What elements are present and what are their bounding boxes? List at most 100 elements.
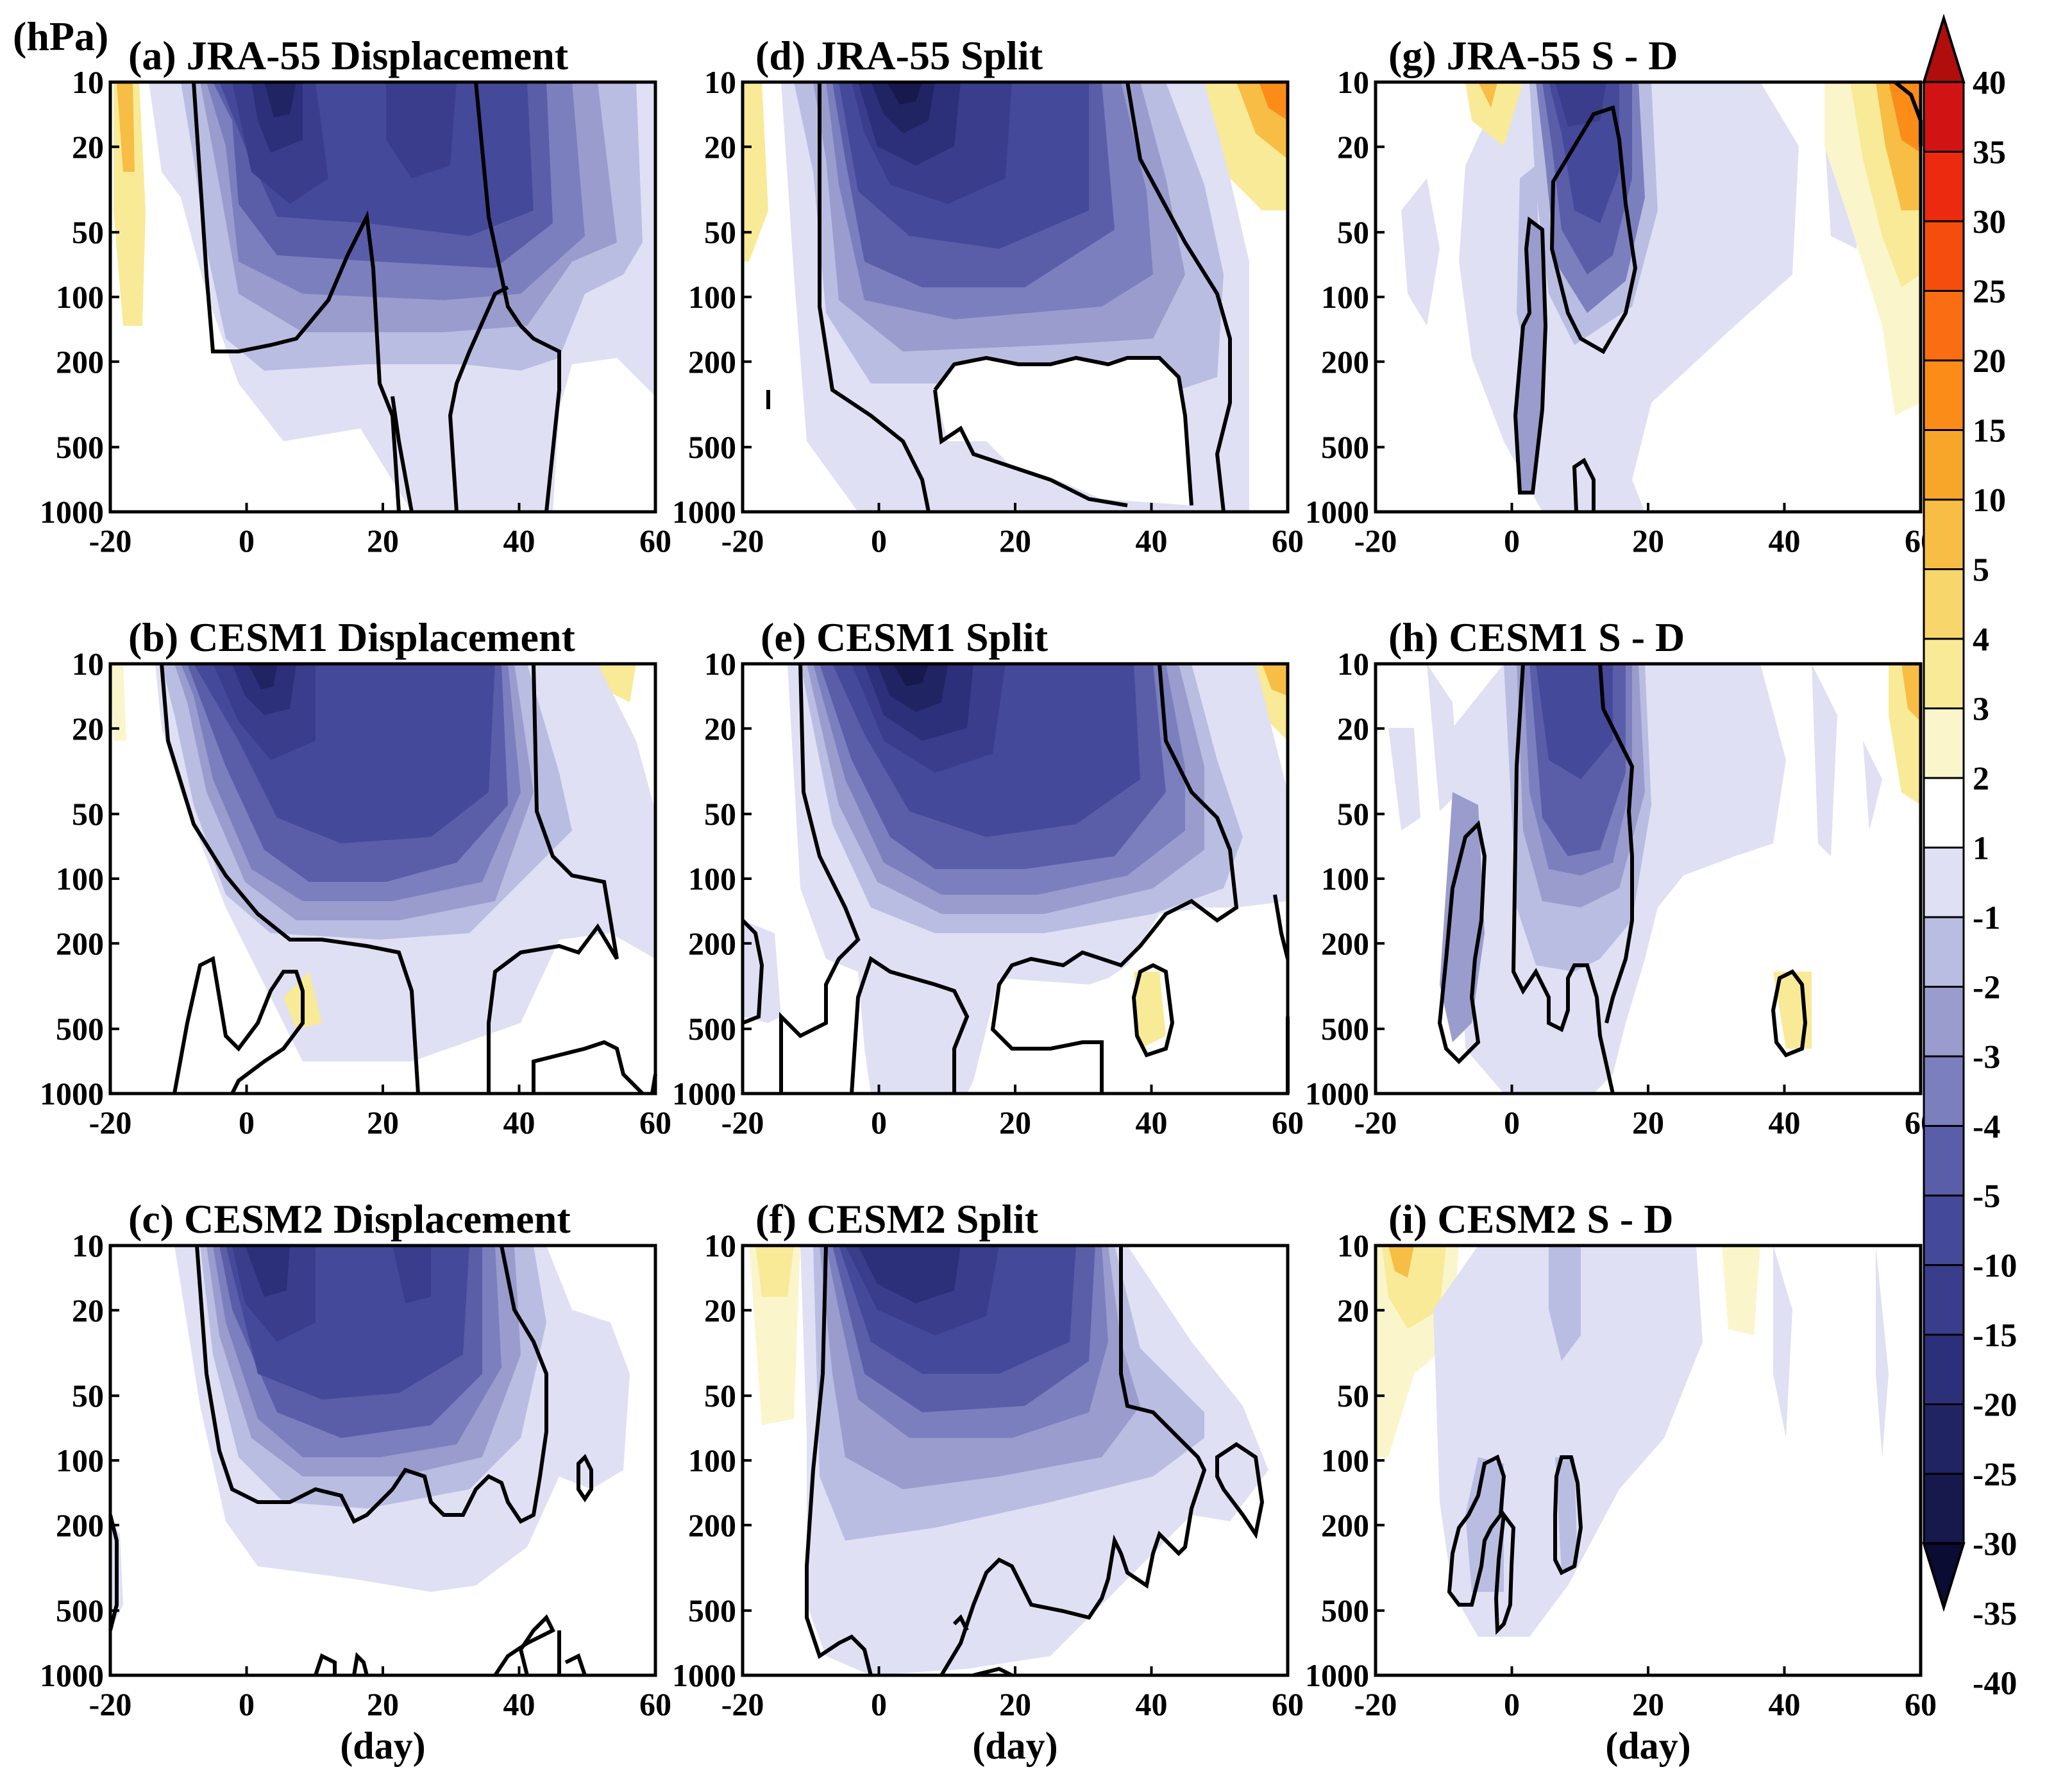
panel-title: (g) JRA-55 S - D xyxy=(1388,33,1678,78)
warm-anomaly xyxy=(743,82,768,262)
significance-contour-bottom xyxy=(1572,457,1596,512)
x-tick-label: -20 xyxy=(721,1686,764,1722)
significance-contour xyxy=(1549,105,1638,355)
colorbar-swatch xyxy=(1923,359,1965,431)
colorbar-label: -15 xyxy=(1973,1317,2017,1354)
y-tick-label: 10 xyxy=(704,646,736,682)
panel-g: (g) JRA-55 S - D xyxy=(1374,33,1923,514)
x-tick-label: 60 xyxy=(639,1104,671,1140)
x-tick-label: -20 xyxy=(1354,523,1397,559)
y-tick-label: 10 xyxy=(1337,1228,1369,1264)
y-tick-label: 50 xyxy=(704,214,736,250)
x-tick-label: 0 xyxy=(1504,1686,1520,1722)
x-tick-label: 20 xyxy=(367,523,399,559)
y-axis-unit-label: (hPa) xyxy=(13,13,108,59)
x-tick-label: 60 xyxy=(1905,1686,1937,1722)
neg-anomaly-weak-a xyxy=(1388,728,1420,831)
x-tick-label: -20 xyxy=(89,1104,132,1140)
x-tick-label: 60 xyxy=(639,1686,671,1722)
colorbar-label: -1 xyxy=(1973,900,2000,936)
y-tick-label: 500 xyxy=(1321,1593,1369,1628)
x-tick-label: 60 xyxy=(1272,1104,1304,1140)
neg-anomaly-15b xyxy=(386,82,457,178)
colorbar-swatch xyxy=(1923,1264,1965,1336)
panel-h: (h) CESM1 S - D xyxy=(1374,614,1923,1095)
y-tick-label: 200 xyxy=(688,1507,736,1543)
x-tick-label: 20 xyxy=(999,1104,1031,1140)
colorbar-swatch xyxy=(1923,568,1965,640)
x-tick-label: -20 xyxy=(89,523,132,559)
colorbar-swatch xyxy=(1923,1194,1965,1266)
neg-anomaly-2 xyxy=(1549,1246,1581,1361)
significance-contour-small xyxy=(1771,969,1808,1058)
y-tick-label: 100 xyxy=(688,861,736,897)
y-tick-label: 1000 xyxy=(1305,1076,1369,1112)
significance-contour xyxy=(160,663,657,1095)
panel-a: (a) JRA-55 Displacement xyxy=(108,33,657,514)
colorbar-swatch xyxy=(1923,1055,1965,1127)
colorbar-swatch xyxy=(1923,847,1965,918)
colorbar-swatch xyxy=(1923,777,1965,849)
y-tick-label: 100 xyxy=(1321,1442,1369,1478)
significance-contour xyxy=(805,1245,1265,1677)
x-axis-label-col1: (day) xyxy=(340,1725,425,1767)
colorbar-swatch xyxy=(1923,151,1965,223)
y-tick-label: 100 xyxy=(1321,279,1369,315)
panel-i: (i) CESM2 S - D xyxy=(1374,1196,1923,1677)
neg-anomaly-weak-b xyxy=(1401,178,1440,326)
x-tick-label: 40 xyxy=(503,523,535,559)
colorbar-label: -4 xyxy=(1973,1109,2000,1145)
colorbar-label: 1 xyxy=(1973,831,1989,867)
colorbar-label: -40 xyxy=(1973,1666,2017,1702)
x-tick-label: 40 xyxy=(1136,523,1168,559)
y-tick-label: 1000 xyxy=(672,494,736,530)
colorbar-swatch xyxy=(1923,707,1965,779)
significance-contour-left xyxy=(1437,820,1487,1065)
y-tick-label: 20 xyxy=(1337,1292,1369,1328)
colorbar-swatch xyxy=(1923,986,1965,1058)
x-tick-label: 20 xyxy=(1632,523,1664,559)
panel-title: (c) CESM2 Displacement xyxy=(128,1196,571,1242)
x-tick-label: -20 xyxy=(721,1104,764,1140)
y-tick-label: 100 xyxy=(56,861,104,897)
x-tick-label: 0 xyxy=(1504,523,1520,559)
neg-anomaly-weak-d xyxy=(1863,741,1882,831)
panel-title: (i) CESM2 S - D xyxy=(1388,1196,1673,1242)
neg-anomaly-weak-d xyxy=(1876,1246,1889,1457)
colorbar-label: 30 xyxy=(1973,204,2006,241)
panel-title: (d) JRA-55 Split xyxy=(755,33,1043,78)
y-tick-label: 20 xyxy=(72,1292,104,1328)
neg-anomaly-weak-b xyxy=(1427,664,1459,811)
significance-contour xyxy=(766,81,1232,512)
y-tick-label: 200 xyxy=(56,344,104,380)
neg-anomaly-15b xyxy=(392,1246,431,1303)
x-tick-label: 40 xyxy=(1769,523,1801,559)
colorbar-swatch xyxy=(1923,1125,1965,1197)
neg-anomaly-30 xyxy=(893,664,929,686)
colorbar-label: 40 xyxy=(1973,65,2006,101)
neg-anomaly-30 xyxy=(887,82,922,105)
y-tick-label: 50 xyxy=(704,796,736,832)
x-axis-label-col2: (day) xyxy=(972,1725,1057,1767)
neg-anomaly-25 xyxy=(871,82,935,133)
panel-f: (f) CESM2 Split xyxy=(741,1196,1290,1677)
colorbar-label: 5 xyxy=(1973,552,1989,589)
colorbar-label: -20 xyxy=(1973,1387,2017,1424)
x-tick-label: 40 xyxy=(1769,1104,1801,1140)
x-tick-label: -20 xyxy=(89,1686,132,1722)
x-tick-label: 40 xyxy=(1136,1686,1168,1722)
panel-title: (h) CESM1 S - D xyxy=(1388,614,1685,660)
y-tick-label: 200 xyxy=(56,1507,104,1543)
x-tick-label: -20 xyxy=(1354,1104,1397,1140)
y-tick-label: 20 xyxy=(72,711,104,747)
y-tick-label: 200 xyxy=(688,344,736,380)
colorbar-label: -2 xyxy=(1973,970,2000,1006)
neg-anomaly-weak-c xyxy=(1773,1246,1792,1438)
y-tick-label: 10 xyxy=(1337,646,1369,682)
x-tick-label: 0 xyxy=(239,1686,255,1722)
y-tick-label: 1000 xyxy=(1305,1657,1369,1693)
neg-anomaly-20 xyxy=(858,1246,961,1303)
y-tick-label: 10 xyxy=(1337,64,1369,100)
colorbar-swatch xyxy=(1923,290,1965,362)
